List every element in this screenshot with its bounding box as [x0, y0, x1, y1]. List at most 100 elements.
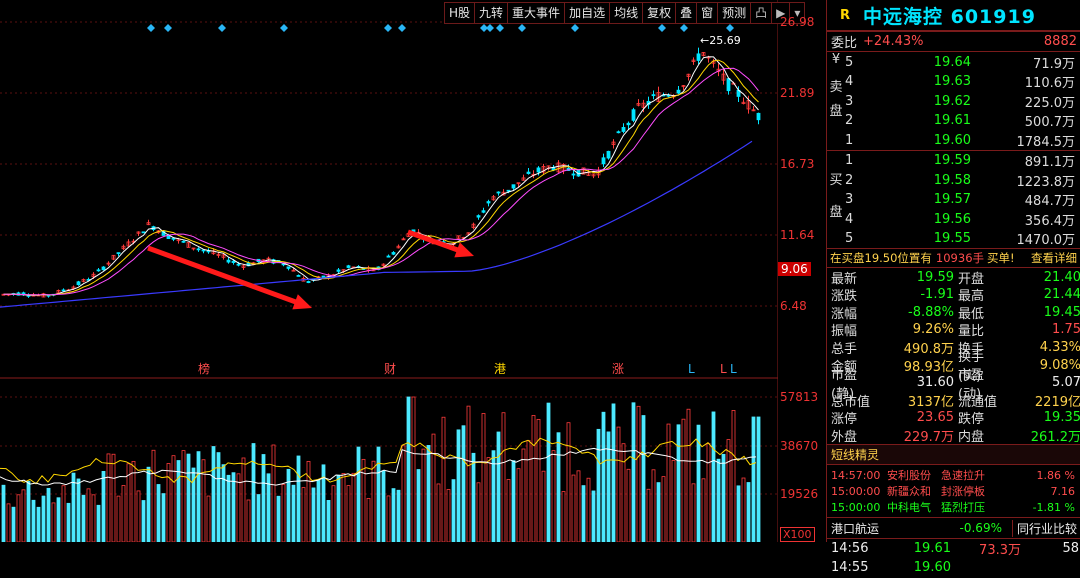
- sector-row: 港口航运 -0.69% 同行业比较: [827, 517, 1080, 539]
- volume-bar: [696, 424, 701, 542]
- volume-bar: [186, 453, 191, 542]
- buy-level-row[interactable]: 2 19.58 1223.8万: [845, 170, 1080, 190]
- hk-share-button[interactable]: H股: [445, 3, 476, 23]
- volume-bar: [356, 446, 361, 542]
- volume-bar: [271, 444, 276, 542]
- stat-value: 19.45: [1043, 304, 1080, 320]
- candle-body: [126, 241, 131, 247]
- stat-row: 外盘 229.7万 内盘 261.2万: [831, 427, 1080, 445]
- event-diamond-icon: [147, 24, 155, 32]
- volume-bar: [391, 488, 396, 542]
- candle-body: [76, 281, 81, 286]
- volume-bar: [306, 461, 311, 542]
- sell-level-row[interactable]: 4 19.63 110.6万: [845, 72, 1080, 92]
- view-detail-link[interactable]: 查看详细: [1031, 251, 1077, 266]
- alert-event: 急速拉升: [941, 469, 985, 483]
- buy-level-row[interactable]: 1 19.59 891.1万: [845, 151, 1080, 171]
- volume-bar: [716, 458, 721, 542]
- industry-compare-button[interactable]: 同行业比较: [1011, 519, 1077, 537]
- volume-bar: [751, 416, 756, 542]
- candle-body: [341, 269, 346, 272]
- volume-bar: [556, 432, 561, 542]
- order-volume: 891.1万: [1024, 155, 1075, 171]
- sell-level-row[interactable]: 1 19.60 1784.5万: [845, 130, 1080, 150]
- queue-note-text: 在买盘19.50位置有: [830, 251, 932, 266]
- order-level: 1: [845, 132, 854, 148]
- volume-bar: [276, 495, 281, 542]
- volume-bar: [16, 494, 21, 542]
- order-volume: 225.0万: [1024, 95, 1075, 111]
- window-button[interactable]: 窗: [697, 3, 719, 23]
- volume-bar: [651, 469, 656, 542]
- candle-body: [526, 171, 531, 174]
- candle-body: [581, 167, 586, 175]
- stat-value: 9.08%: [1039, 357, 1080, 373]
- candle-body: [391, 252, 396, 255]
- alert-row[interactable]: 15:00:00 新疆众和 封涨停板 7.16: [831, 483, 1080, 499]
- tick-count: 58: [1062, 540, 1079, 556]
- price-tick: 11.64: [780, 228, 815, 242]
- volume-bar: [521, 448, 526, 542]
- volume-bar: [236, 473, 241, 542]
- buy-level-row[interactable]: 3 19.57 484.7万: [845, 190, 1080, 210]
- play-icon[interactable]: ▶: [772, 3, 791, 23]
- volume-bar: [436, 483, 441, 542]
- sell-level-row[interactable]: 5 19.64 71.9万: [845, 52, 1080, 72]
- candle-body: [116, 252, 121, 255]
- stats-table: 最新 19.59 开盘 21.40 涨跌 -1.91 最高 21.44 涨幅 -8.88% 最低…: [827, 268, 1080, 445]
- volume-bar: [606, 431, 611, 542]
- major-events-button[interactable]: 重大事件: [508, 3, 566, 23]
- order-price: 19.59: [933, 153, 971, 169]
- candle-body: [336, 269, 341, 272]
- volume-tick: 57813: [780, 390, 819, 404]
- volume-bar: [296, 455, 301, 542]
- kline-chart-svg[interactable]: ←25.69榜财港涨 L L L: [0, 0, 778, 542]
- sector-name[interactable]: 港口航运: [831, 521, 880, 536]
- nine-turn-button[interactable]: 九转: [475, 3, 509, 23]
- stat-row: 总市值 3137亿 流通值 2219亿: [831, 392, 1080, 410]
- volume-bar: [601, 411, 606, 542]
- volume-bar: [441, 416, 446, 542]
- layout-icon[interactable]: 凸: [751, 3, 773, 23]
- volume-bar: [626, 468, 631, 542]
- tick-time: 14:55: [831, 560, 869, 576]
- candle-body: [456, 235, 461, 239]
- ma-line-blue: [0, 140, 753, 308]
- order-volume: 110.6万: [1024, 76, 1075, 92]
- stat-value: 19.35: [1043, 410, 1080, 426]
- volume-bar: [211, 446, 216, 542]
- stock-name-code[interactable]: 中远海控 601919: [863, 5, 1036, 28]
- event-diamond-icon: [658, 24, 666, 32]
- volume-bar: [446, 489, 451, 542]
- adjust-price-button[interactable]: 复权: [643, 3, 677, 23]
- volume-bar: [451, 479, 456, 542]
- peak-price-label: ←25.69: [700, 34, 741, 47]
- moving-average-button[interactable]: 均线: [610, 3, 644, 23]
- volume-bar: [756, 416, 761, 542]
- event-diamond-icon: [486, 24, 494, 32]
- order-price: 19.55: [933, 231, 971, 247]
- order-level: 5: [845, 231, 854, 247]
- kline-chart-area[interactable]: ←25.69 榜财港涨 L L L H股 九转 重大事件 加自选 均线 复权 叠 窗 预…: [0, 0, 826, 542]
- order-level: 2: [845, 113, 854, 129]
- buy-level-row[interactable]: 4 19.56 356.4万: [845, 209, 1080, 229]
- dropdown-icon[interactable]: ▾: [794, 6, 801, 20]
- buy-level-row[interactable]: 5 19.55 1470.0万: [845, 229, 1080, 249]
- sell-level-row[interactable]: 2 19.61 500.7万: [845, 111, 1080, 131]
- short-term-alerts-title[interactable]: 短线精灵: [827, 444, 1080, 466]
- alert-row[interactable]: 14:57:00 安利股份 急速拉升 1.86 %: [831, 467, 1080, 483]
- buy-side-label: 买: [829, 172, 843, 188]
- overlay-button[interactable]: 叠: [676, 3, 698, 23]
- volume-bar: [376, 446, 381, 542]
- candle-body: [491, 196, 496, 201]
- candle-body: [241, 265, 246, 268]
- volume-bar: [61, 485, 66, 542]
- candle-body: [756, 112, 761, 121]
- volume-bar: [316, 479, 321, 542]
- alert-row[interactable]: 15:00:00 中科电气 猛烈打压 -1.81 %: [831, 499, 1080, 515]
- committee-label: 委比: [831, 36, 858, 52]
- event-diamond-icon: [398, 24, 406, 32]
- add-watchlist-button[interactable]: 加自选: [565, 3, 611, 23]
- sell-level-row[interactable]: 3 19.62 225.0万: [845, 91, 1080, 111]
- forecast-button[interactable]: 预测: [718, 3, 752, 23]
